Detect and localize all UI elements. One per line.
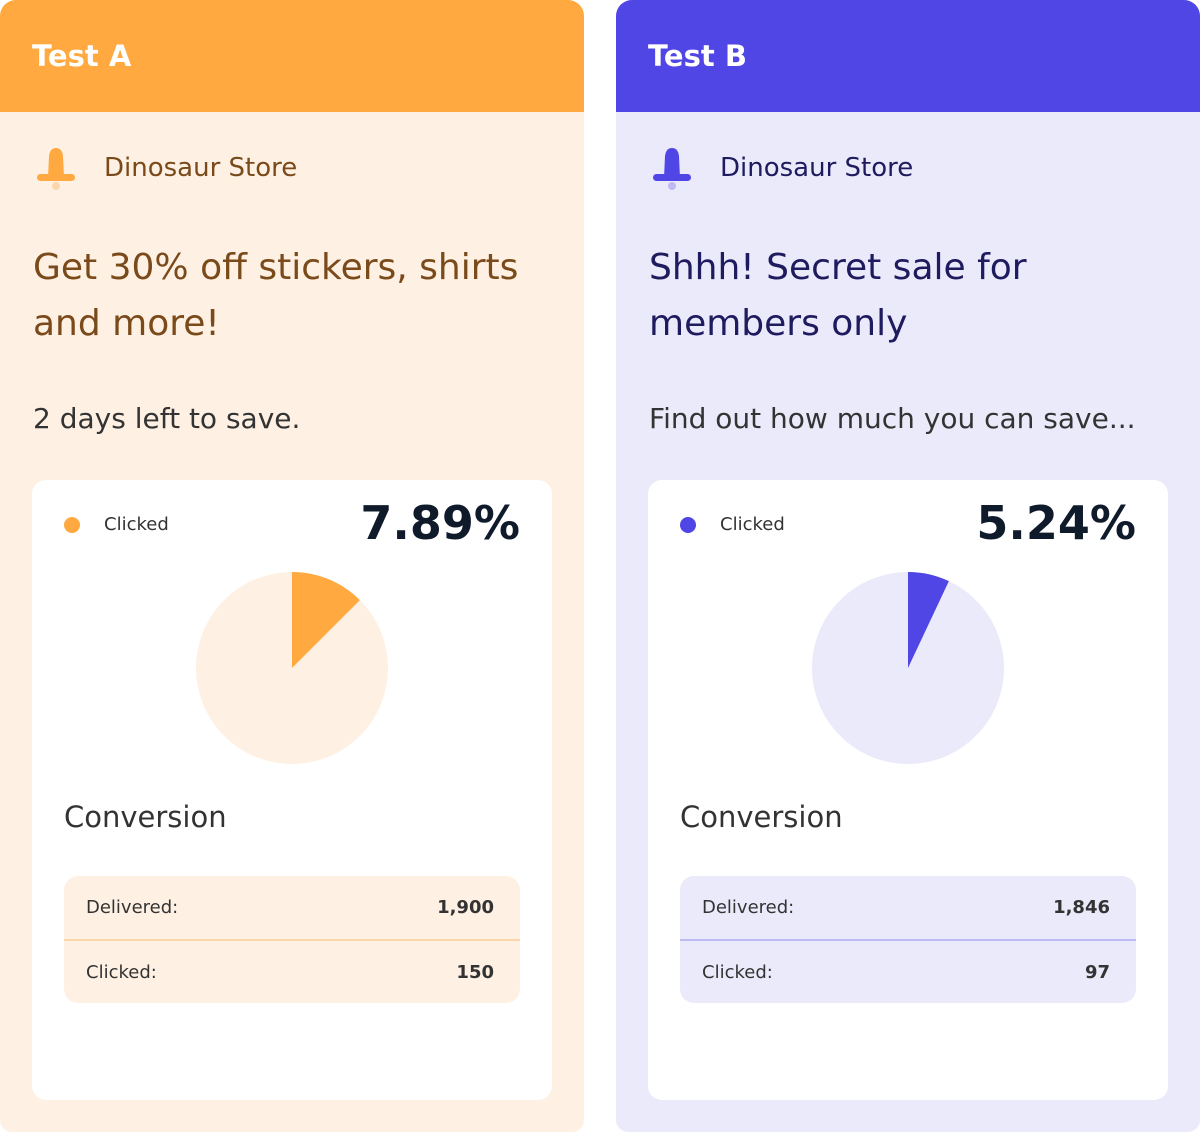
- panel-header: Test B: [616, 0, 1200, 112]
- stat-label: Clicked:: [702, 962, 773, 983]
- click-rate: 7.89%: [360, 496, 520, 550]
- test-a-panel: Test A Dinosaur Store Get 30% off sticke…: [0, 0, 584, 1132]
- legend-dot: [680, 516, 696, 533]
- store-row: Dinosaur Store: [648, 146, 913, 190]
- store-name: Dinosaur Store: [104, 153, 298, 183]
- bell-icon: [653, 148, 691, 190]
- table-row: Delivered: 1,900: [64, 876, 520, 941]
- table-row: Delivered: 1,846: [680, 876, 1136, 941]
- test-b-panel: Test B Dinosaur Store Shhh! Secret sale …: [616, 0, 1200, 1132]
- stat-value: 1,900: [437, 897, 494, 918]
- section-title: Conversion: [64, 800, 227, 834]
- results-card: Clicked 5.24% Conversion Delivered: 1,846…: [648, 480, 1168, 1100]
- stats-table: Delivered: 1,900 Clicked: 150: [64, 876, 520, 1003]
- stat-label: Delivered:: [86, 897, 179, 918]
- panel-header: Test A: [0, 0, 584, 112]
- bell-icon: [37, 148, 75, 190]
- subtext: Find out how much you can save...: [649, 402, 1136, 435]
- pie-chart: [196, 572, 388, 764]
- stat-label: Delivered:: [702, 897, 795, 918]
- table-row: Clicked: 150: [64, 941, 520, 1004]
- pie-slice-clicked: [908, 572, 949, 668]
- store-name: Dinosaur Store: [720, 153, 914, 183]
- subtext: 2 days left to save.: [33, 402, 301, 435]
- legend-dot: [64, 516, 80, 533]
- stats-table: Delivered: 1,846 Clicked: 97: [680, 876, 1136, 1003]
- headline: Shhh! Secret sale for members only: [649, 247, 1027, 344]
- stat-value: 1,846: [1053, 897, 1110, 918]
- store-row: Dinosaur Store: [32, 146, 297, 190]
- pie-slice-clicked: [292, 572, 360, 668]
- headline: Get 30% off stickers, shirts and more!: [33, 247, 519, 344]
- panel-title: Test A: [32, 39, 132, 73]
- panel-title: Test B: [648, 39, 747, 73]
- click-rate: 5.24%: [976, 496, 1136, 550]
- legend-label: Clicked: [720, 514, 785, 535]
- stat-label: Clicked:: [86, 962, 157, 983]
- stat-value: 97: [1084, 962, 1110, 983]
- results-card: Clicked 7.89% Conversion Delivered: 1,900…: [32, 480, 552, 1100]
- stat-value: 150: [456, 962, 494, 983]
- pie-chart: [812, 572, 1004, 764]
- legend: Clicked: [64, 514, 169, 535]
- section-title: Conversion: [680, 800, 843, 834]
- table-row: Clicked: 97: [680, 941, 1136, 1004]
- legend-label: Clicked: [104, 514, 169, 535]
- legend: Clicked: [680, 514, 785, 535]
